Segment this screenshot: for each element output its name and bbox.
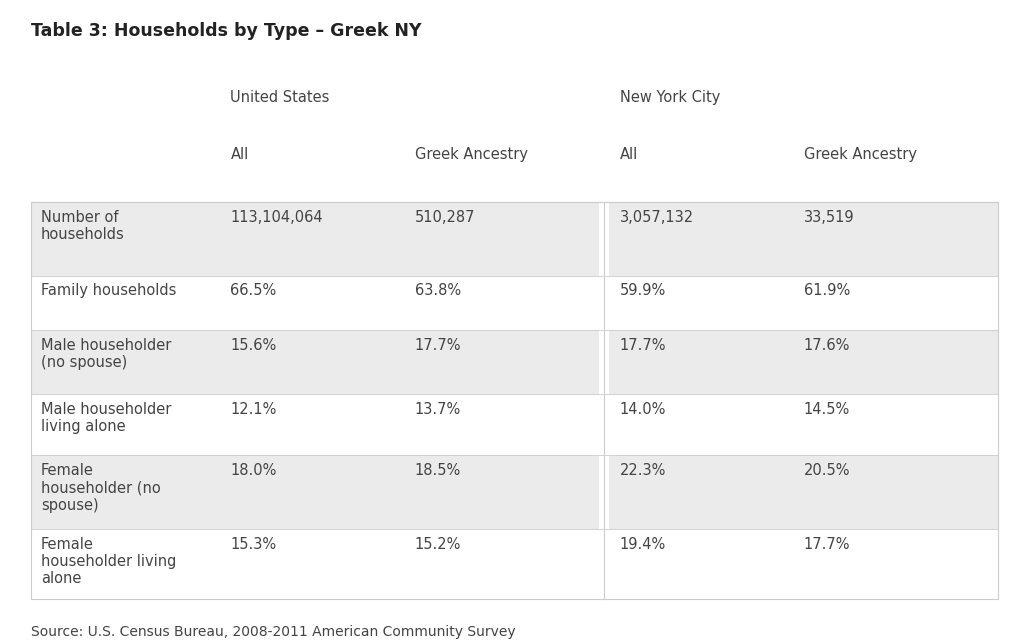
Text: 113,104,064: 113,104,064	[230, 210, 323, 224]
Text: Female
householder living
alone: Female householder living alone	[41, 537, 176, 587]
Text: Greek Ancestry: Greek Ancestry	[804, 147, 916, 162]
Text: 510,287: 510,287	[415, 210, 475, 224]
Bar	[31, 202, 599, 276]
Text: 66.5%: 66.5%	[230, 283, 276, 298]
Text: Greek Ancestry: Greek Ancestry	[415, 147, 527, 162]
Text: 15.6%: 15.6%	[230, 338, 276, 353]
Bar	[609, 455, 998, 529]
Text: 15.3%: 15.3%	[230, 537, 276, 551]
Text: 61.9%: 61.9%	[804, 283, 850, 298]
Text: 17.7%: 17.7%	[804, 537, 850, 551]
Bar	[31, 202, 998, 599]
Text: 14.0%: 14.0%	[620, 402, 666, 417]
Bar	[31, 330, 599, 394]
Text: Female
householder (no
spouse): Female householder (no spouse)	[41, 463, 161, 513]
Text: Family households: Family households	[41, 283, 176, 298]
Text: 3,057,132: 3,057,132	[620, 210, 693, 224]
Text: 13.7%: 13.7%	[415, 402, 461, 417]
Text: 17.7%: 17.7%	[415, 338, 461, 353]
Text: 18.0%: 18.0%	[230, 463, 276, 478]
Text: 17.6%: 17.6%	[804, 338, 850, 353]
Text: 20.5%: 20.5%	[804, 463, 850, 478]
Bar	[609, 330, 998, 394]
Text: Source: U.S. Census Bureau, 2008-2011 American Community Survey: Source: U.S. Census Bureau, 2008-2011 Am…	[31, 625, 515, 639]
Text: All: All	[620, 147, 638, 162]
Text: Male householder
living alone: Male householder living alone	[41, 402, 171, 435]
Text: All: All	[230, 147, 249, 162]
Text: 15.2%: 15.2%	[415, 537, 461, 551]
Text: 18.5%: 18.5%	[415, 463, 461, 478]
Text: 12.1%: 12.1%	[230, 402, 276, 417]
Text: Number of
households: Number of households	[41, 210, 125, 242]
Text: 63.8%: 63.8%	[415, 283, 461, 298]
Bar	[609, 202, 998, 276]
Text: Male householder
(no spouse): Male householder (no spouse)	[41, 338, 171, 370]
Bar	[31, 455, 599, 529]
Text: 19.4%: 19.4%	[620, 537, 666, 551]
Text: Table 3: Households by Type – Greek NY: Table 3: Households by Type – Greek NY	[31, 22, 421, 40]
Text: 17.7%: 17.7%	[620, 338, 666, 353]
Text: New York City: New York City	[620, 90, 720, 104]
Text: 14.5%: 14.5%	[804, 402, 850, 417]
Text: United States: United States	[230, 90, 330, 104]
Text: 59.9%: 59.9%	[620, 283, 666, 298]
Text: 33,519: 33,519	[804, 210, 854, 224]
Text: 22.3%: 22.3%	[620, 463, 666, 478]
